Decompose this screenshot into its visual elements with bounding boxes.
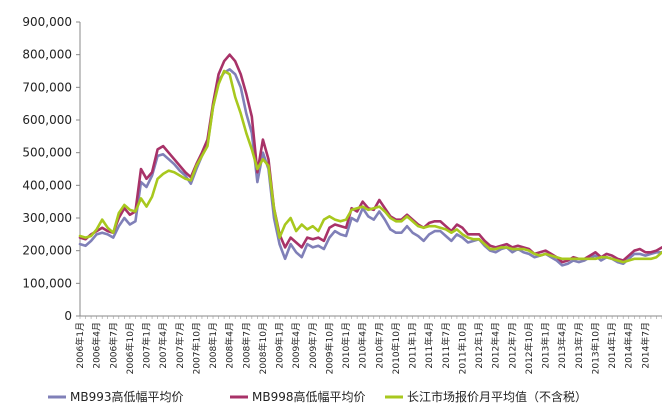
y-axis: 0 100,000 200,000 300,000 400,000 500,000 600,… bbox=[22, 15, 81, 323]
x-tick-label: 2012年10月 bbox=[523, 322, 535, 374]
y-tick-label: 600,000 bbox=[22, 113, 72, 127]
x-tick-label: 2013年1月 bbox=[540, 322, 552, 369]
x-tick-label: 2006年1月 bbox=[74, 322, 86, 369]
x-tick-label: 2008年4月 bbox=[224, 322, 236, 369]
x-tick-label: 2008年7月 bbox=[240, 322, 252, 369]
x-tick-label: 2012年4月 bbox=[490, 322, 502, 369]
series-line-3 bbox=[78, 69, 662, 264]
y-tick-label: 300,000 bbox=[22, 211, 72, 225]
x-tick-label: 2009年1月 bbox=[274, 322, 286, 369]
y-tick-label: 200,000 bbox=[22, 244, 72, 258]
x-tick-label: 2010年10月 bbox=[390, 322, 402, 374]
x-tick-label: 2007年7月 bbox=[174, 322, 186, 369]
y-tick-label: 0 bbox=[64, 309, 72, 323]
y-tick-label: 700,000 bbox=[22, 80, 72, 94]
x-tick-label: 2010年7月 bbox=[373, 322, 385, 369]
x-tick-label: 2014年1月 bbox=[606, 322, 618, 369]
legend-label-3: 长江市场报价月平均值（不含税） bbox=[407, 389, 587, 404]
x-tick-label: 2013年7月 bbox=[573, 322, 585, 369]
x-tick-label: 2009年10月 bbox=[323, 322, 335, 374]
y-tick-label: 900,000 bbox=[22, 15, 72, 29]
x-tick-label: 2006年4月 bbox=[91, 322, 103, 369]
x-tick-label: 2012年1月 bbox=[473, 322, 485, 369]
y-tick-label: 100,000 bbox=[22, 276, 72, 290]
series-line-1 bbox=[78, 68, 662, 267]
x-tick-label: 2007年4月 bbox=[157, 322, 169, 369]
x-tick-label: 2008年10月 bbox=[257, 322, 269, 374]
y-tick-label: 800,000 bbox=[22, 48, 72, 62]
y-tick-label: 500,000 bbox=[22, 146, 72, 160]
x-tick-label: 2011年10月 bbox=[456, 322, 468, 374]
legend-label-2: MB998高低幅平均价 bbox=[252, 389, 366, 404]
x-tick-label: 2006年10月 bbox=[124, 322, 136, 374]
x-tick-label: 2009年7月 bbox=[307, 322, 319, 369]
x-tick-label: 2008年1月 bbox=[207, 322, 219, 369]
x-tick-label: 2013年10月 bbox=[589, 322, 601, 374]
x-tick-label: 2011年4月 bbox=[423, 322, 435, 369]
x-tick-label: 2011年7月 bbox=[440, 322, 452, 369]
series-layer bbox=[78, 53, 662, 267]
x-tick-label: 2014年4月 bbox=[623, 322, 635, 369]
legend-label-1: MB993高低幅平均价 bbox=[70, 389, 184, 404]
x-tick-label: 2007年1月 bbox=[141, 322, 153, 369]
legend: MB993高低幅平均价 MB998高低幅平均价 长江市场报价月平均值（不含税） bbox=[48, 389, 587, 404]
x-tick-label: 2011年1月 bbox=[407, 322, 419, 369]
x-tick-label: 2010年1月 bbox=[340, 322, 352, 369]
x-tick-label: 2014年7月 bbox=[639, 322, 651, 369]
x-tick-label: 2012年7月 bbox=[506, 322, 518, 369]
y-tick-label: 400,000 bbox=[22, 178, 72, 192]
x-tick-label: 2010年4月 bbox=[357, 322, 369, 369]
x-tick-label: 2006年7月 bbox=[107, 322, 119, 369]
x-axis: 2006年1月 2006年4月 2006年7月 2006年10月 2007年1月 2007… bbox=[74, 315, 662, 374]
x-tick-label: 2009年4月 bbox=[290, 322, 302, 369]
x-tick-label: 2013年4月 bbox=[556, 322, 568, 369]
x-tick-label: 2007年10月 bbox=[190, 322, 202, 374]
